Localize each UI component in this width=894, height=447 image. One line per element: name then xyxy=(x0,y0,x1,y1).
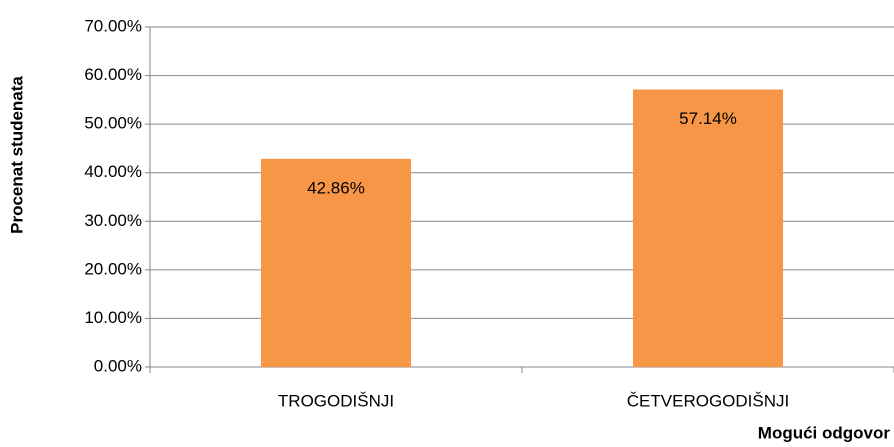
bar xyxy=(261,158,411,367)
x-tick-label: TROGODIŠNJI xyxy=(278,391,394,410)
y-tick-label: 60.00% xyxy=(84,65,142,84)
bar xyxy=(633,89,783,367)
data-label: 57.14% xyxy=(679,109,737,128)
data-label: 42.86% xyxy=(307,178,365,197)
y-tick-label: 10.00% xyxy=(84,308,142,327)
y-tick-label: 70.00% xyxy=(84,16,142,35)
y-axis-label: Procenat studenata xyxy=(7,76,26,234)
y-tick-label: 30.00% xyxy=(84,211,142,230)
y-tick-label: 20.00% xyxy=(84,259,142,278)
x-tick-label: ČETVEROGODIŠNJI xyxy=(627,391,789,410)
y-tick-label: 50.00% xyxy=(84,114,142,133)
x-axis-label: Mogući odgovor xyxy=(758,423,891,442)
y-tick-label: 0.00% xyxy=(94,356,142,375)
y-tick-label: 40.00% xyxy=(84,162,142,181)
